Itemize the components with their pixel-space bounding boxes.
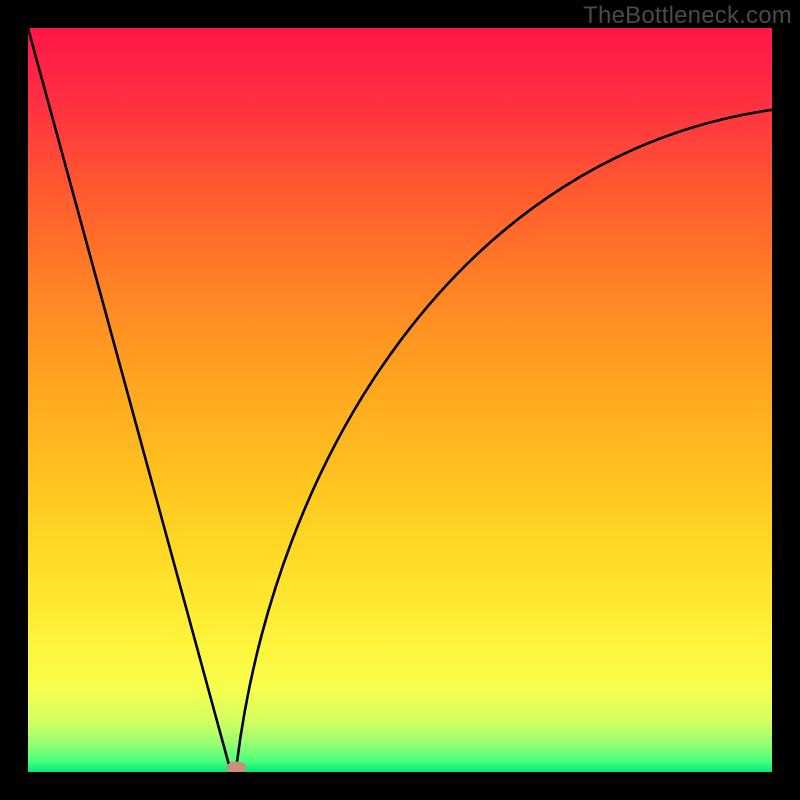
frame-border-right [772, 0, 800, 800]
watermark-text: TheBottleneck.com [583, 2, 792, 30]
plot-area [28, 28, 772, 772]
frame-border-left [0, 0, 28, 800]
curve-layer [28, 28, 772, 772]
bottleneck-curve [28, 28, 772, 768]
chart-container: TheBottleneck.com [0, 0, 800, 800]
frame-border-bottom [0, 772, 800, 800]
